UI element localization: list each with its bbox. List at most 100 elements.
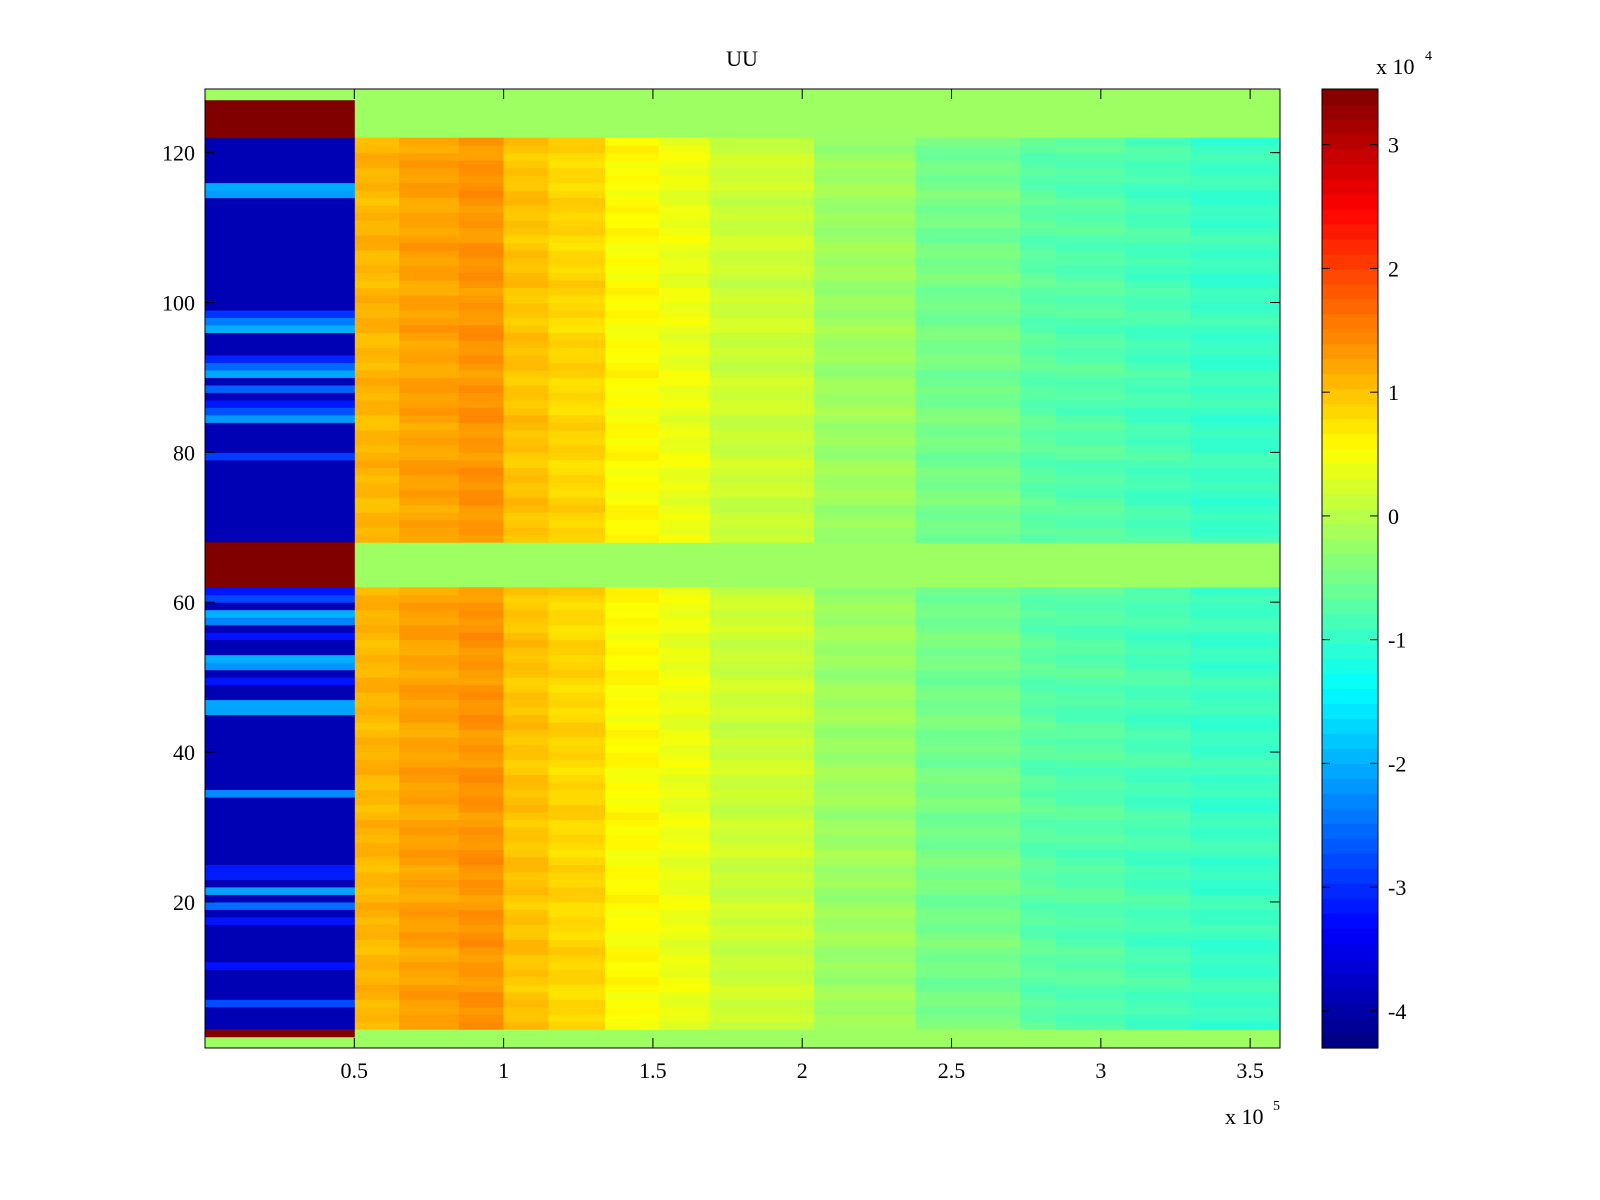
heatmap-cell	[503, 175, 549, 184]
heatmap-cell	[548, 474, 606, 483]
heatmap-cell	[658, 489, 711, 498]
heatmap-cell	[1020, 759, 1057, 768]
heatmap-cell-left	[205, 916, 355, 925]
heatmap-cell	[503, 227, 549, 236]
heatmap-cell-left	[205, 856, 355, 865]
colorbar-step	[1322, 928, 1378, 944]
heatmap-cell	[1190, 931, 1281, 940]
heatmap-cell	[354, 609, 400, 618]
heatmap-cell	[354, 639, 400, 648]
heatmap-cell	[605, 931, 660, 940]
heatmap-cell	[399, 722, 460, 731]
heatmap-cell-left	[205, 602, 355, 611]
heatmap-cell	[658, 504, 711, 513]
heatmap-cell	[354, 302, 400, 311]
heatmap-cell	[814, 729, 917, 738]
heatmap-cell	[1190, 414, 1281, 423]
heatmap-cell	[354, 677, 400, 686]
heatmap-cell-left	[205, 160, 355, 169]
heatmap-cell	[1020, 489, 1057, 498]
heatmap-cell	[1124, 190, 1191, 199]
heatmap-cell	[1056, 789, 1126, 798]
heatmap-cell	[503, 399, 549, 408]
heatmap-cell	[503, 662, 549, 671]
heatmap-cell	[915, 662, 1021, 671]
heatmap-cell	[548, 804, 606, 813]
heatmap-cell	[709, 759, 815, 768]
heatmap-cell	[658, 527, 711, 536]
heatmap-cell	[1190, 587, 1281, 596]
heatmap-cell	[1056, 452, 1126, 461]
heatmap-cell	[915, 677, 1021, 686]
heatmap-cell-left	[205, 369, 355, 378]
heatmap-cell	[709, 714, 815, 723]
heatmap-cell	[814, 190, 917, 199]
heatmap-cell-left	[205, 377, 355, 386]
heatmap-cell	[399, 482, 460, 491]
heatmap-cell	[458, 452, 505, 461]
heatmap-cell	[1190, 804, 1281, 813]
heatmap-cell	[399, 587, 460, 596]
heatmap-cell	[605, 1014, 660, 1023]
heatmap-cell	[605, 167, 660, 176]
heatmap-cell	[915, 534, 1021, 543]
heatmap-cell	[1056, 647, 1126, 656]
heatmap-cell	[548, 482, 606, 491]
heatmap-cell	[658, 684, 711, 693]
heatmap-cell	[814, 886, 917, 895]
heatmap-cell	[1056, 152, 1126, 161]
y-tick-label: 40	[173, 740, 195, 765]
colorbar-step	[1322, 958, 1378, 974]
heatmap-cell	[915, 489, 1021, 498]
heatmap-cell	[1124, 242, 1191, 251]
heatmap-cell	[458, 444, 505, 453]
heatmap-cell	[1056, 414, 1126, 423]
heatmap-cell	[1124, 295, 1191, 304]
heatmap-cell	[354, 504, 400, 513]
heatmap-cell	[1124, 984, 1191, 993]
heatmap-cell	[1124, 212, 1191, 221]
heatmap-cell-left	[205, 991, 355, 1000]
heatmap-cell	[354, 647, 400, 656]
heatmap-cell	[915, 362, 1021, 371]
heatmap-cell	[814, 699, 917, 708]
heatmap-cell	[605, 991, 660, 1000]
colorbar-tick-label: -3	[1388, 875, 1406, 900]
heatmap-cell	[399, 265, 460, 274]
heatmap-cell	[915, 976, 1021, 985]
heatmap-cell	[503, 976, 549, 985]
heatmap-cell-left	[205, 182, 355, 191]
heatmap-cell	[1020, 257, 1057, 266]
heatmap-cell	[458, 976, 505, 985]
heatmap-cell	[1124, 819, 1191, 828]
heatmap-cell	[1020, 287, 1057, 296]
heatmap-cell	[399, 384, 460, 393]
colorbar-step	[1322, 328, 1378, 345]
heatmap-cell	[1124, 729, 1191, 738]
heatmap-cell	[354, 744, 400, 753]
heatmap-cell	[1124, 587, 1191, 596]
heatmap-cell	[658, 310, 711, 319]
heatmap-cell	[658, 452, 711, 461]
heatmap-cell	[458, 160, 505, 169]
heatmap-cell	[658, 834, 711, 843]
heatmap-cell	[709, 879, 815, 888]
heatmap-cell	[1056, 594, 1126, 603]
heatmap-cell	[814, 744, 917, 753]
heatmap-cell	[354, 242, 400, 251]
colorbar-step	[1322, 868, 1378, 884]
colorbar-tick-label: 1	[1388, 380, 1399, 405]
heatmap-cell	[548, 752, 606, 761]
colorbar-box	[1321, 88, 1379, 1049]
heatmap-cell	[1056, 325, 1126, 333]
heatmap-cell	[1124, 459, 1191, 468]
heatmap-cell	[605, 145, 660, 154]
heatmap-cell	[354, 752, 400, 761]
heatmap-cell	[1190, 692, 1281, 701]
heatmap-cell	[503, 1014, 549, 1023]
heatmap-cell	[1124, 602, 1191, 611]
heatmap-cell	[1124, 707, 1191, 716]
heatmap-cell	[915, 242, 1021, 251]
heatmap-cell	[605, 227, 660, 236]
heatmap-cell	[1124, 422, 1191, 431]
